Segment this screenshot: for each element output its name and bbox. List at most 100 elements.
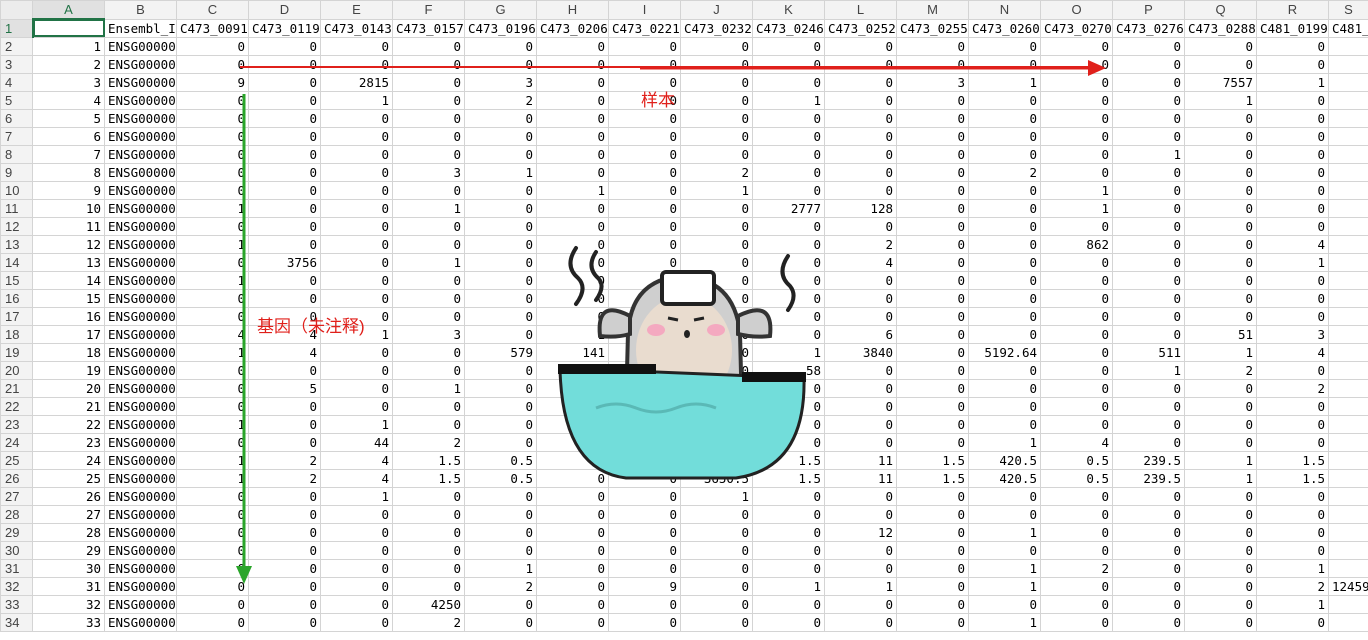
column-header-k[interactable]: K — [752, 0, 825, 20]
cell[interactable]: 2 — [392, 432, 465, 452]
cell[interactable]: 0 — [1040, 360, 1113, 380]
cell[interactable]: 0 — [464, 414, 537, 434]
cell[interactable]: 0 — [752, 108, 825, 128]
cell[interactable] — [1328, 306, 1368, 326]
cell[interactable]: ENSG00000 — [104, 306, 177, 326]
cell[interactable]: 0 — [896, 288, 969, 308]
cell[interactable]: Ensembl_ID — [104, 18, 177, 38]
cell[interactable]: 11 — [824, 450, 897, 470]
cell[interactable]: 3 — [32, 72, 105, 92]
cell[interactable]: 4 — [1256, 342, 1329, 362]
column-header-c[interactable]: C — [176, 0, 249, 20]
cell[interactable]: 0 — [752, 162, 825, 182]
cell[interactable]: 0 — [1040, 162, 1113, 182]
cell[interactable]: 1 — [1184, 90, 1257, 110]
cell[interactable] — [1328, 36, 1368, 56]
cell[interactable]: 0 — [248, 288, 321, 308]
cell[interactable]: 0 — [680, 540, 753, 560]
cell[interactable]: ENSG00000 — [104, 504, 177, 524]
cell[interactable]: 0 — [968, 36, 1041, 56]
cell[interactable] — [1328, 270, 1368, 290]
cell[interactable]: 0 — [896, 36, 969, 56]
cell[interactable]: 0 — [1256, 198, 1329, 218]
cell[interactable]: 51 — [1184, 324, 1257, 344]
cell[interactable]: C473_0252 — [824, 18, 897, 38]
cell[interactable]: 0 — [248, 612, 321, 632]
cell[interactable]: 0 — [248, 504, 321, 524]
cell[interactable]: 0 — [1256, 522, 1329, 542]
cell[interactable]: 0 — [1256, 126, 1329, 146]
cell[interactable]: 0 — [464, 504, 537, 524]
cell[interactable]: 0 — [464, 522, 537, 542]
cell[interactable]: 0 — [536, 540, 609, 560]
cell[interactable]: 2 — [1256, 576, 1329, 596]
cell[interactable]: 0 — [680, 522, 753, 542]
cell[interactable]: 0 — [680, 198, 753, 218]
cell[interactable]: 0 — [896, 342, 969, 362]
cell[interactable]: 0 — [1040, 108, 1113, 128]
cell[interactable]: 0 — [1040, 144, 1113, 164]
cell[interactable]: 0 — [1256, 144, 1329, 164]
cell[interactable]: 0 — [608, 540, 681, 560]
cell[interactable]: 579 — [464, 342, 537, 362]
cell[interactable]: 0 — [824, 432, 897, 452]
cell[interactable]: 0 — [464, 126, 537, 146]
cell[interactable]: C473_0260 — [968, 18, 1041, 38]
cell[interactable]: 9 — [176, 72, 249, 92]
cell[interactable] — [1328, 324, 1368, 344]
cell[interactable]: 0 — [680, 144, 753, 164]
cell[interactable]: ENSG00000 — [104, 360, 177, 380]
cell[interactable]: 20 — [32, 378, 105, 398]
cell[interactable]: 0 — [320, 522, 393, 542]
cell[interactable]: 1 — [320, 414, 393, 434]
cell[interactable]: 27 — [32, 504, 105, 524]
cell[interactable] — [1328, 126, 1368, 146]
cell[interactable]: 0 — [536, 504, 609, 524]
cell[interactable]: ENSG00000 — [104, 72, 177, 92]
cell[interactable] — [1328, 522, 1368, 542]
cell[interactable]: 0 — [968, 360, 1041, 380]
column-header-s[interactable]: S — [1328, 0, 1368, 20]
cell[interactable]: 0 — [1184, 522, 1257, 542]
cell[interactable]: 0 — [824, 126, 897, 146]
cell[interactable]: 0 — [392, 234, 465, 254]
row-header[interactable]: 28 — [0, 504, 33, 524]
cell[interactable]: 0 — [1040, 378, 1113, 398]
cell[interactable]: 24 — [32, 450, 105, 470]
cell[interactable]: 4 — [320, 450, 393, 470]
cell[interactable]: 0 — [248, 162, 321, 182]
cell[interactable]: 31 — [32, 576, 105, 596]
cell[interactable]: 0 — [680, 558, 753, 578]
cell[interactable]: 0 — [392, 558, 465, 578]
cell[interactable]: 0 — [824, 306, 897, 326]
cell[interactable]: 0 — [1040, 216, 1113, 236]
cell[interactable]: 1 — [680, 486, 753, 506]
cell[interactable]: 0 — [752, 216, 825, 236]
cell[interactable]: 29 — [32, 540, 105, 560]
cell[interactable]: 3 — [392, 324, 465, 344]
cell[interactable] — [1328, 180, 1368, 200]
cell[interactable]: 0 — [896, 162, 969, 182]
cell[interactable]: 0 — [608, 144, 681, 164]
cell[interactable]: 0 — [1112, 522, 1185, 542]
cell[interactable] — [32, 18, 105, 38]
cell[interactable]: 0 — [1112, 612, 1185, 632]
cell[interactable]: 0 — [1112, 432, 1185, 452]
cell[interactable] — [1328, 396, 1368, 416]
row-header[interactable]: 24 — [0, 432, 33, 452]
cell[interactable]: 25 — [32, 468, 105, 488]
cell[interactable]: 2 — [1184, 360, 1257, 380]
cell[interactable]: 0 — [1040, 540, 1113, 560]
cell[interactable]: 28 — [32, 522, 105, 542]
cell[interactable]: 420.5 — [968, 468, 1041, 488]
cell[interactable]: 0 — [824, 414, 897, 434]
row-header[interactable]: 1 — [0, 18, 34, 38]
cell[interactable]: 0 — [824, 90, 897, 110]
cell[interactable]: 0 — [896, 216, 969, 236]
cell[interactable]: 0 — [968, 108, 1041, 128]
cell[interactable]: 0 — [464, 378, 537, 398]
cell[interactable]: ENSG00000 — [104, 324, 177, 344]
cell[interactable]: 0 — [1184, 270, 1257, 290]
cell[interactable]: 0 — [320, 576, 393, 596]
cell[interactable]: 1 — [1256, 252, 1329, 272]
